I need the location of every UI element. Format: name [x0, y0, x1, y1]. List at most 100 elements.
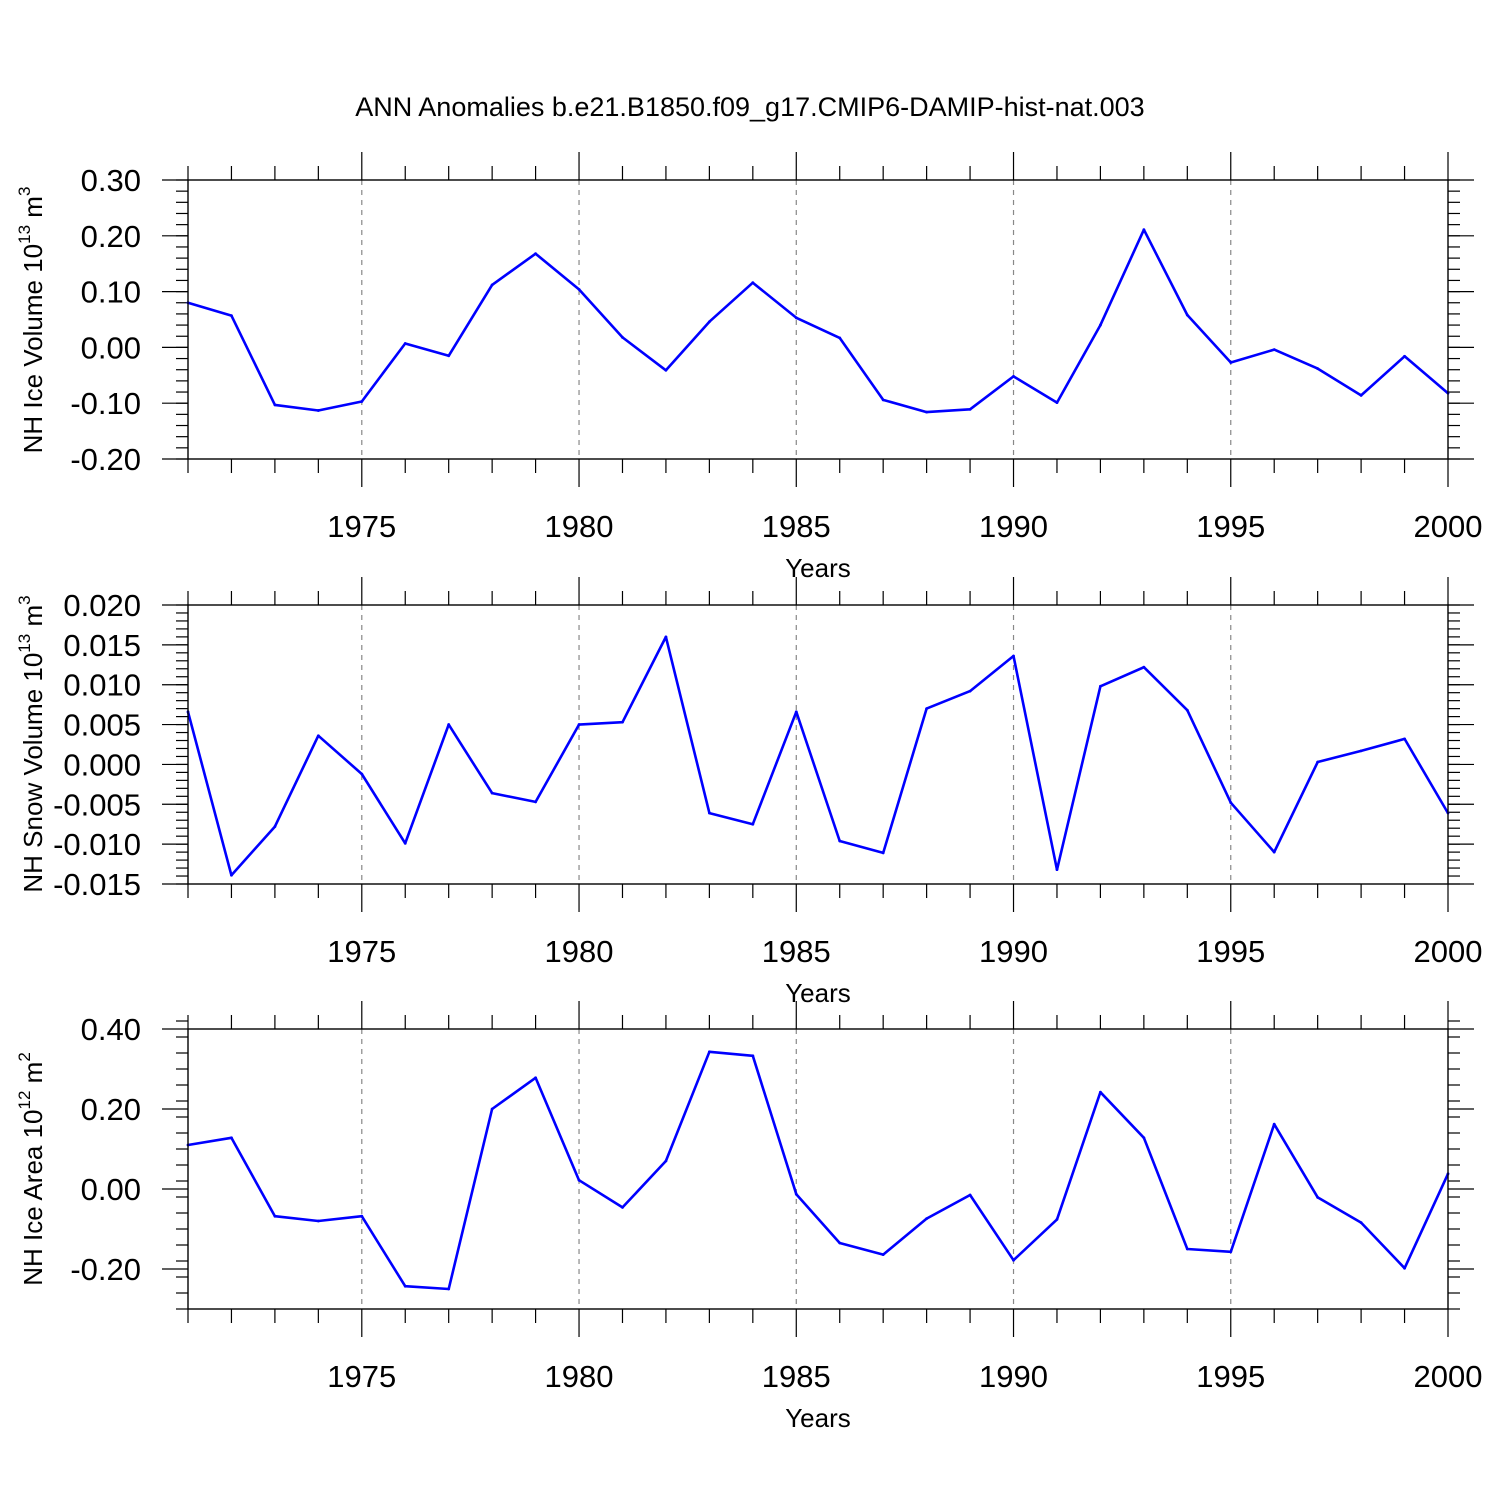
snow-volume-data-point-1988	[925, 707, 929, 711]
ice-volume-ytick-label: 0.30	[81, 163, 141, 198]
ice-area-data-point-1979	[534, 1076, 537, 1080]
ice-volume-ytick-label: -0.10	[70, 386, 141, 421]
snow-volume-data-point-1982	[664, 635, 668, 639]
snow-volume-ytick-label: 0.015	[63, 628, 141, 663]
ice-volume-data-point-1976	[403, 342, 407, 345]
ice-area-ytick-label: 0.40	[81, 1012, 141, 1047]
snow-volume-data-point-1975	[360, 772, 364, 776]
ice-volume-ytick-label: 0.00	[81, 330, 141, 365]
ice-area-data-point-1986	[838, 1241, 842, 1245]
snow-volume-xtick-label-1980: 1980	[545, 934, 614, 969]
ice-area-data-point-1973	[273, 1214, 277, 1218]
snow-volume-plot-frame	[187, 604, 1449, 885]
ice-volume-data-point-1997	[1316, 367, 1320, 371]
panel-snow-volume: -0.015 -0.010 -0.005 0.000 0.005 0.010 0.015 0.…	[15, 577, 1482, 1008]
snow-volume-ytick-label: -0.005	[53, 787, 141, 822]
ice-volume-data-point-1975	[360, 400, 364, 403]
snow-volume-ytick-label: -0.010	[53, 827, 141, 862]
ice-volume-data-point-1994	[1185, 313, 1189, 317]
ice-area-xtick-label-2000: 2000	[1414, 1359, 1483, 1394]
ice-area-y-axis-label-exp: 12	[15, 1091, 34, 1110]
snow-volume-ytick-label: 0.010	[63, 668, 141, 703]
ice-volume-data-point-1999	[1403, 354, 1406, 358]
ice-area-data-point-1988	[925, 1217, 929, 1220]
ice-area-plot-frame	[187, 1028, 1449, 1310]
snow-volume-data-point-1976	[403, 841, 407, 845]
ice-area-x-axis-label: Years	[785, 1403, 851, 1433]
ice-volume-ytick-label: 0.10	[81, 275, 141, 310]
ice-area-series-line	[187, 1050, 1450, 1291]
ice-volume-ytick-label: -0.20	[70, 442, 141, 477]
ice-area-data-point-1972	[230, 1136, 233, 1140]
ice-volume-data-point-1988	[925, 410, 929, 414]
snow-volume-data-point-1986	[838, 839, 842, 843]
ice-volume-xtick-label-1980: 1980	[545, 509, 614, 544]
snow-volume-ytick-label: 0.000	[63, 747, 141, 782]
ice-area-data-point-1990	[1012, 1258, 1015, 1262]
snow-volume-y-axis-label-unit: m	[18, 605, 48, 634]
ice-area-data-point-1989	[968, 1193, 972, 1197]
snow-volume-data-point-1997	[1316, 760, 1320, 764]
ice-area-ytick-label: -0.20	[70, 1252, 141, 1287]
ice-volume-data-point-1982	[664, 368, 668, 372]
ice-volume-data-point-1989	[968, 407, 972, 411]
ice-volume-data-point-1974	[316, 409, 320, 412]
snow-volume-xtick-label-1995: 1995	[1196, 934, 1265, 969]
ice-area-data-point-1985	[794, 1192, 798, 1196]
snow-volume-data-point-1990	[1012, 654, 1015, 658]
snow-volume-data-point-1979	[534, 800, 537, 804]
snow-volume-ytick-label: -0.015	[53, 867, 141, 902]
ice-area-y-axis-label-main: NH Ice Area 10	[18, 1109, 48, 1285]
snow-volume-data-point-1987	[881, 851, 885, 855]
snow-volume-data-point-1985	[794, 710, 798, 714]
ice-area-data-point-1976	[403, 1284, 407, 1288]
ice-volume-data-point-1992	[1099, 323, 1102, 327]
ice-area-xtick-label-1980: 1980	[545, 1359, 614, 1394]
ice-volume-data-point-1998	[1359, 393, 1363, 397]
snow-volume-xtick-label-1990: 1990	[979, 934, 1048, 969]
panel-ice-area: -0.20 0.00 0.20 0.40 1975 1980 1985 1990 1995 200…	[15, 1001, 1482, 1433]
snow-volume-data-point-1992	[1099, 684, 1102, 688]
ice-volume-data-point-1990	[1012, 375, 1015, 378]
ice-area-data-point-1996	[1272, 1122, 1276, 1126]
ice-area-data-point-1980	[577, 1178, 581, 1182]
snow-volume-y-axis-label-unit-exp: 3	[15, 595, 34, 604]
ice-area-data-point-1975	[360, 1214, 364, 1218]
ice-volume-data-point-1977	[447, 354, 451, 358]
ice-volume-data-point-1980	[577, 287, 581, 291]
snow-volume-data-point-1999	[1403, 737, 1406, 741]
snow-volume-data-point-1996	[1272, 850, 1276, 854]
ice-area-y-axis-label-unit-exp: 2	[15, 1052, 34, 1061]
ice-area-y-axis-label: NH Ice Area 1012 m2	[15, 1052, 48, 1286]
chart-title: ANN Anomalies b.e21.B1850.f09_g17.CMIP6-…	[355, 92, 1144, 122]
ice-volume-data-point-1996	[1272, 348, 1276, 352]
ice-area-data-point-1983	[707, 1050, 711, 1054]
ice-volume-xtick-label-2000: 2000	[1414, 509, 1483, 544]
snow-volume-data-point-1991	[1055, 868, 1059, 872]
ice-volume-data-point-1972	[230, 314, 233, 317]
ice-area-data-point-1997	[1316, 1196, 1320, 1199]
snow-volume-data-point-1983	[707, 811, 711, 815]
ice-volume-data-point-1985	[794, 316, 798, 320]
ice-volume-x-axis-label: Years	[785, 553, 851, 583]
snow-volume-xtick-label-1985: 1985	[762, 934, 831, 969]
ice-area-data-point-1993	[1142, 1136, 1146, 1140]
ice-area-data-point-1998	[1359, 1221, 1363, 1224]
ice-volume-y-axis-label-unit: m	[18, 196, 48, 225]
ice-area-xtick-label-1990: 1990	[979, 1359, 1048, 1394]
ice-volume-data-point-1973	[273, 403, 277, 407]
ice-area-data-point-1978	[490, 1107, 494, 1111]
ice-area-data-point-1991	[1055, 1218, 1059, 1221]
snow-volume-data-point-1994	[1185, 708, 1189, 712]
ice-volume-xtick-label-1990: 1990	[979, 509, 1048, 544]
ice-area-data-point-1987	[881, 1253, 885, 1256]
snow-volume-data-point-1972	[230, 873, 233, 877]
ice-volume-y-axis-label-unit-exp: 3	[15, 187, 34, 196]
ice-area-data-point-1999	[1403, 1266, 1406, 1270]
snow-volume-xtick-label-2000: 2000	[1414, 934, 1483, 969]
snow-volume-ytick-label: 0.020	[63, 588, 141, 623]
ice-volume-y-axis-label-main: NH Ice Volume 10	[18, 244, 48, 454]
ice-area-data-point-1984	[751, 1054, 755, 1058]
ice-area-ytick-label: 0.20	[81, 1092, 141, 1127]
